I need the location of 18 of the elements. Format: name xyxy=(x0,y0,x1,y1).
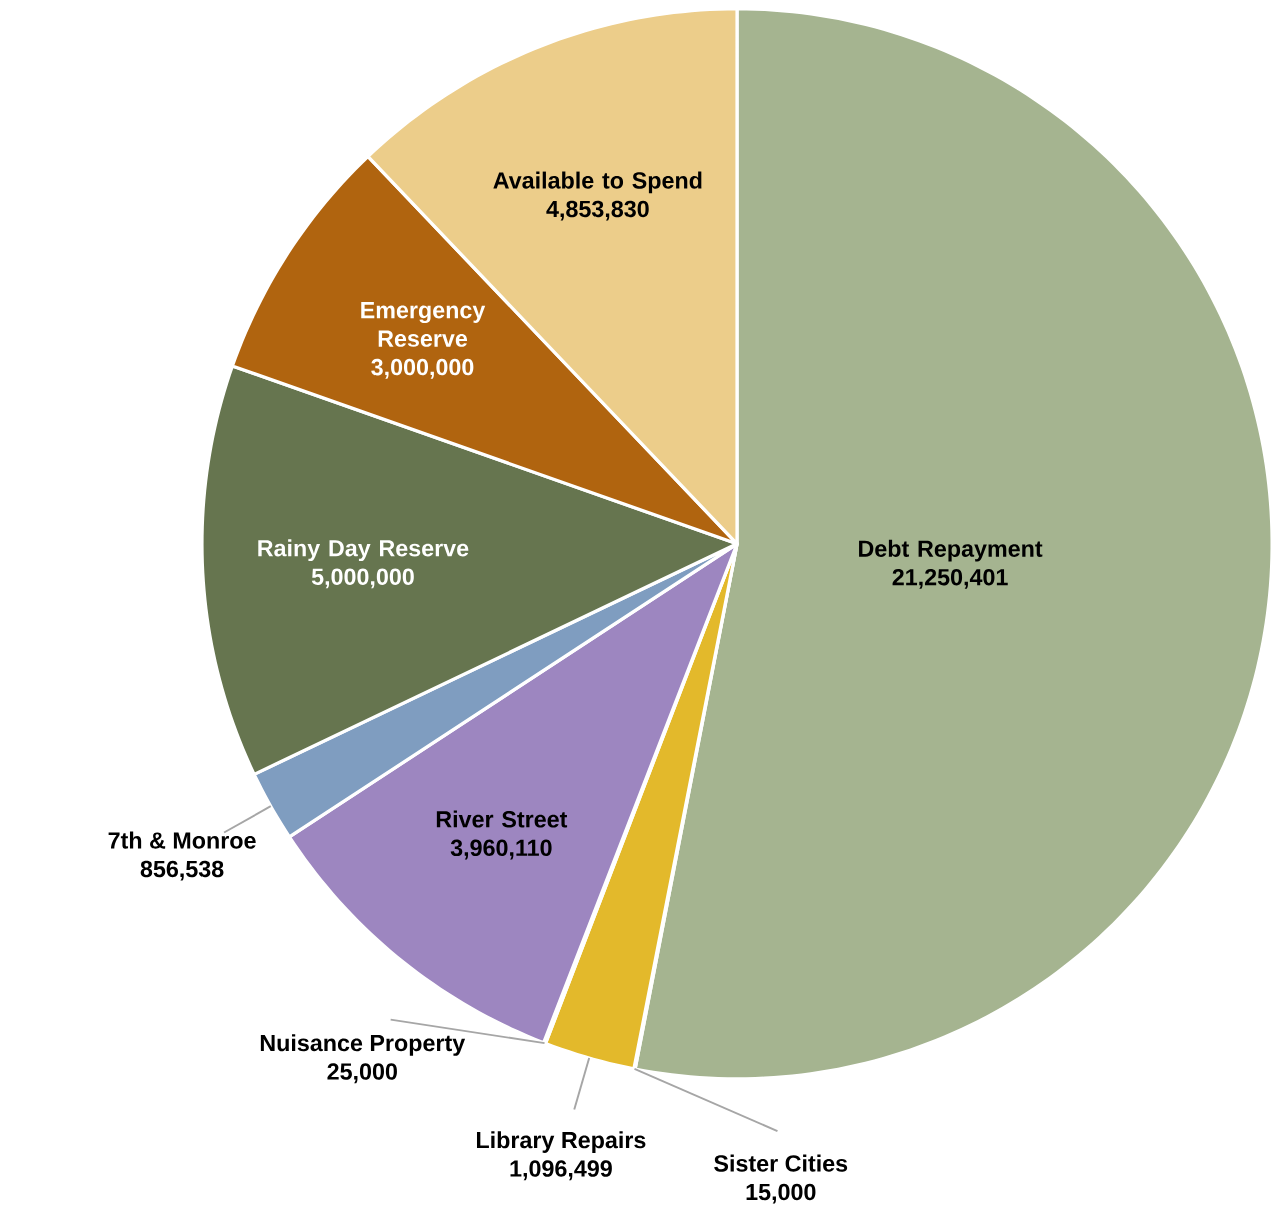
data-label: 15,000 xyxy=(746,1183,816,1204)
slice-label: Rainy Day Reserve xyxy=(258,539,469,561)
slice-label: Sister Cities xyxy=(714,1154,848,1172)
data-label: 3,000,000 xyxy=(371,358,474,379)
data-label: 5,000,000 xyxy=(311,568,414,589)
data-label: 25,000 xyxy=(327,1063,397,1083)
data-label: 3,960,110 xyxy=(450,839,552,860)
slice-label: Available to Spend xyxy=(493,171,702,194)
slice-label: Debt Repayment xyxy=(859,539,1043,562)
slice-label: River Street xyxy=(436,810,568,828)
data-label: 4,853,830 xyxy=(546,200,649,221)
data-label: 1,096,499 xyxy=(510,1160,612,1181)
data-label: 21,250,401 xyxy=(892,568,1008,589)
data-label: 856,538 xyxy=(140,860,224,881)
slice-label: 7th & Monroe xyxy=(108,831,256,849)
slice-label: Library Repairs xyxy=(476,1131,646,1153)
slice-label: Nuisance Property xyxy=(260,1033,466,1056)
slice-label: Emergency Reserve xyxy=(361,301,486,347)
